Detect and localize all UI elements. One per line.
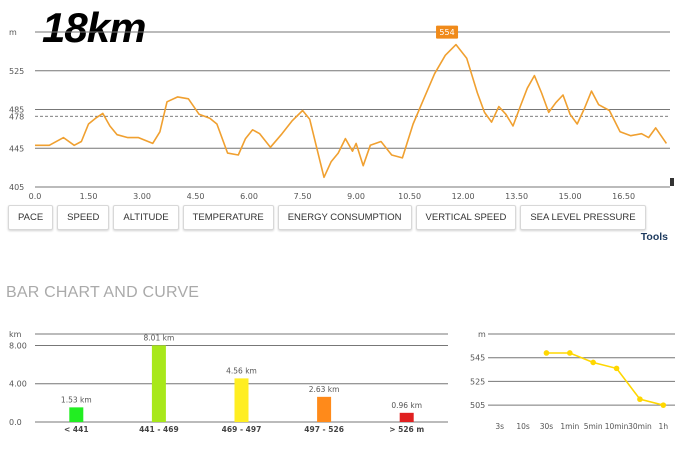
bar-y-tick-label: 4.00 bbox=[9, 380, 27, 389]
bar-category-label: > 526 m bbox=[389, 425, 424, 434]
bar-value-label: 0.96 km bbox=[391, 401, 422, 410]
x-tick-label: 15.00 bbox=[559, 192, 582, 201]
curve-series-line bbox=[546, 352, 664, 406]
bar-value-label: 4.56 km bbox=[226, 366, 257, 375]
tools-link[interactable]: Tools bbox=[640, 231, 668, 243]
curve-x-tick-label: 30min bbox=[628, 422, 652, 431]
bar bbox=[234, 378, 249, 422]
tab-temperature[interactable]: TEMPERATURE bbox=[182, 205, 274, 230]
bar-category-label: < 441 bbox=[64, 425, 89, 434]
curve-point bbox=[543, 350, 550, 356]
page-title: 18km bbox=[42, 4, 146, 51]
altitude-series-line bbox=[35, 43, 668, 179]
curve-y-tick-label: 545 bbox=[470, 354, 485, 363]
curve-x-tick-label: 1h bbox=[659, 422, 669, 431]
curve-point bbox=[613, 365, 620, 372]
bar-y-axis-unit: km bbox=[9, 330, 22, 339]
x-tick-label: 9.00 bbox=[347, 192, 365, 201]
tab-energy-consumption[interactable]: ENERGY CONSUMPTION bbox=[277, 205, 412, 230]
curve-point bbox=[637, 396, 643, 403]
section-title: BAR CHART AND CURVE bbox=[6, 284, 200, 301]
x-tick-label: 13.50 bbox=[505, 192, 528, 201]
altitude-duration-curve-chart: m 505 525 545 3s 10s 30s 1min 5min 10min 30min 1h bbox=[470, 330, 675, 431]
altitude-distribution-bar-chart: km 0.0 4.00 8.00 1.53 km < 441 8.01 km 441 - 46… bbox=[9, 330, 448, 434]
x-tick-label: 10.50 bbox=[398, 192, 421, 201]
bar bbox=[399, 412, 414, 422]
altitude-chart[interactable]: m 405 445 485 525 478 0.0 1.50 3.00 4.50 6.00 7.50 9… bbox=[0, 0, 678, 205]
curve-x-tick-label: 30s bbox=[540, 422, 554, 431]
peak-badge-label: 554 bbox=[439, 28, 454, 37]
tab-sea-level-pressure[interactable]: SEA LEVEL PRESSURE bbox=[520, 205, 646, 230]
curve-x-tick-label: 10s bbox=[516, 422, 530, 431]
curve-y-tick-label: 505 bbox=[470, 401, 485, 410]
bar-y-tick-label: 8.00 bbox=[9, 341, 27, 350]
bar-category-label: 497 - 526 bbox=[304, 425, 344, 434]
x-tick-label: 7.50 bbox=[294, 192, 312, 201]
x-tick-label: 1.50 bbox=[80, 192, 98, 201]
y-tick-label: 525 bbox=[9, 67, 24, 76]
tab-speed[interactable]: SPEED bbox=[57, 205, 110, 230]
y-axis-unit: m bbox=[9, 28, 17, 37]
x-tick-label: 6.00 bbox=[240, 192, 258, 201]
peak-badge bbox=[436, 25, 459, 39]
x-tick-label: 4.50 bbox=[187, 192, 205, 201]
x-tick-label: 12.00 bbox=[452, 192, 475, 201]
curve-x-tick-label: 10min bbox=[605, 422, 629, 431]
y-tick-label: 485 bbox=[9, 106, 24, 115]
curve-y-tick-label: 525 bbox=[470, 377, 485, 386]
chart-scroll-handle[interactable] bbox=[670, 178, 674, 186]
curve-x-tick-label: 3s bbox=[495, 422, 504, 431]
bar bbox=[151, 345, 166, 422]
bar-value-label: 1.53 km bbox=[61, 395, 92, 404]
curve-point bbox=[660, 402, 667, 408]
y-tick-label: 445 bbox=[9, 144, 24, 153]
bar-category-label: 469 - 497 bbox=[222, 425, 262, 434]
curve-point bbox=[567, 350, 573, 356]
x-tick-label: 3.00 bbox=[133, 192, 151, 201]
curve-point bbox=[590, 359, 596, 366]
curve-y-axis-unit: m bbox=[478, 330, 486, 339]
curve-x-tick-label: 1min bbox=[560, 422, 579, 431]
bar-value-label: 8.01 km bbox=[144, 333, 175, 342]
bar bbox=[317, 396, 332, 422]
x-tick-label: 0.0 bbox=[29, 192, 42, 201]
bar bbox=[69, 407, 84, 422]
y-tick-label: 405 bbox=[9, 183, 24, 192]
average-line-label: 478 bbox=[9, 112, 24, 121]
bar-value-label: 2.63 km bbox=[309, 385, 340, 394]
x-tick-label: 16.50 bbox=[612, 192, 635, 201]
bar-y-tick-label: 0.0 bbox=[9, 418, 22, 427]
metric-tabs: PACE SPEED ALTITUDE TEMPERATURE ENERGY C… bbox=[8, 205, 646, 230]
tab-pace[interactable]: PACE bbox=[8, 205, 54, 230]
bar-category-label: 441 - 469 bbox=[139, 425, 179, 434]
tab-altitude[interactable]: ALTITUDE bbox=[113, 205, 179, 230]
curve-x-tick-label: 5min bbox=[584, 422, 603, 431]
tab-vertical-speed[interactable]: VERTICAL SPEED bbox=[415, 205, 517, 230]
